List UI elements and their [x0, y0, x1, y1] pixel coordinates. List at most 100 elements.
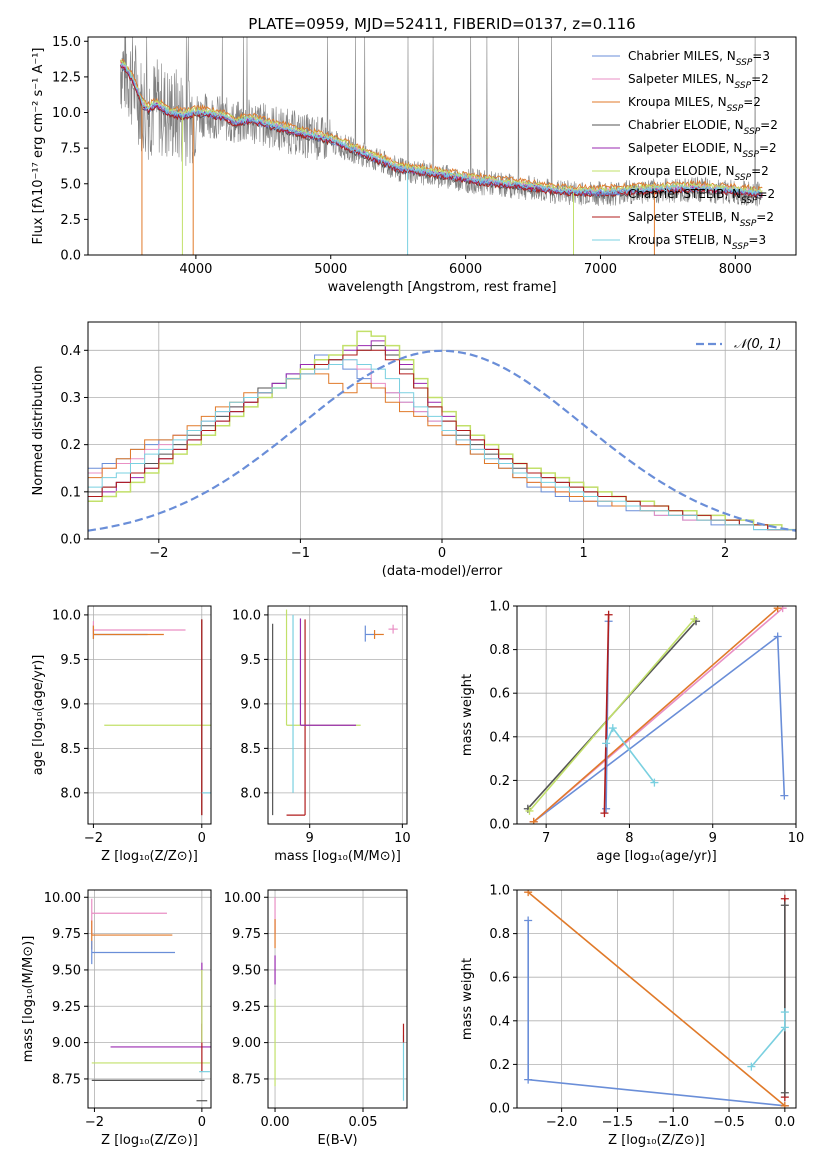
errorbar-point-6	[373, 630, 384, 639]
plus-marker	[602, 739, 611, 748]
x-tick-label: 0	[438, 546, 446, 561]
errorbar-point-7	[388, 624, 398, 634]
plus-marker	[600, 809, 609, 818]
errorbar-point-1	[92, 621, 186, 635]
x-axis-label: (data-model)/error	[382, 564, 503, 579]
plus-marker	[602, 804, 611, 813]
x-tick-label: 8000	[719, 262, 752, 277]
y-tick-label: 0.8	[489, 643, 510, 658]
y-tick-label: 0.2	[60, 438, 81, 453]
plus-marker	[650, 778, 659, 787]
y-tick-label: 0.0	[60, 249, 81, 264]
y-tick-label: 0.4	[60, 344, 81, 359]
axes-frame	[87, 889, 212, 1109]
weight-line-2	[533, 607, 779, 823]
errorbar-point-5	[364, 625, 375, 642]
histogram-6	[88, 349, 796, 531]
y-tick-label: 0.0	[60, 533, 81, 548]
x-tick-label: 0.0	[774, 1115, 795, 1130]
plus-marker	[690, 615, 699, 624]
x-tick-label: 10	[394, 831, 411, 846]
x-tick-label: 0	[198, 831, 206, 846]
panel-z_mass: −2 0 8.75 9.00 9.25 9.50 9.75 10.00 Z [log₁₀(Z/Z…	[21, 889, 212, 1148]
plot-area	[272, 609, 398, 816]
plus-marker	[780, 1088, 789, 1097]
x-tick-label: 7000	[584, 262, 617, 277]
y-tick-label: 10.00	[224, 891, 261, 906]
y-tick-label: 0.8	[489, 927, 510, 942]
plot-area	[524, 890, 789, 1108]
y-tick-label: 9.0	[240, 697, 261, 712]
errorbar-point-2	[91, 940, 176, 965]
panel-z_weight: −2.0 −1.5 −1.0 −0.5 0.0 0.0 0.2 0.4 0.6 0.8 1.0 Z […	[460, 884, 797, 1148]
model-line-8	[120, 62, 763, 196]
legend-label: Kroupa STELIB, NSSP=3	[628, 233, 766, 252]
plus-marker	[780, 791, 789, 800]
y-tick-label: 0.3	[60, 391, 81, 406]
y-tick-label: 9.50	[52, 963, 81, 978]
errorbar-point-2	[92, 625, 164, 639]
plus-marker	[780, 901, 789, 910]
x-tick-label: −0.5	[713, 1115, 745, 1130]
plus-marker	[604, 610, 613, 619]
plot-area	[274, 897, 405, 1101]
y-tick-label: 8.5	[60, 742, 81, 757]
x-tick-label: −1.0	[657, 1115, 689, 1130]
axes-frame	[516, 605, 797, 825]
x-tick-label: 1	[579, 546, 587, 561]
y-tick-label: 2.5	[60, 213, 81, 228]
plus-marker	[780, 1101, 789, 1108]
y-tick-label: 10.0	[232, 608, 261, 623]
y-axis-label: mass weight	[460, 958, 475, 1040]
y-tick-label: 8.5	[240, 742, 261, 757]
y-tick-label: 12.5	[52, 70, 81, 85]
axes-frame	[87, 605, 212, 825]
x-tick-label: 6000	[449, 262, 482, 277]
legend-label: Kroupa ELODIE, NSSP=2	[628, 164, 769, 183]
errorbar-point-4	[299, 618, 357, 726]
plus-marker	[780, 1023, 789, 1032]
y-tick-label: 9.00	[52, 1036, 81, 1051]
weight-line-6	[603, 614, 610, 814]
panel-spectrum: 4000 5000 6000 7000 8000 0.0 2.5 5.0 7.5 10.0 12.5…	[31, 15, 797, 295]
plus-marker	[524, 916, 533, 925]
histogram-7	[88, 359, 796, 531]
y-tick-label: 0.6	[489, 971, 510, 986]
weight-line-1	[527, 891, 786, 1107]
plot-area	[523, 606, 789, 824]
plus-marker	[524, 890, 533, 897]
x-tick-label: 8	[625, 831, 633, 846]
y-axis-label: mass weight	[460, 674, 475, 756]
plot-area	[88, 330, 796, 532]
y-tick-label: 0.0	[489, 818, 510, 833]
axes-frame	[516, 889, 797, 1109]
x-tick-label: 2	[721, 546, 729, 561]
panel-mass_age: 9 10 8.0 8.5 9.0 9.5 10.0 mass [log₁₀(M/M⊙)]	[232, 605, 411, 864]
plot-area	[91, 898, 211, 1102]
y-tick-label: 9.25	[52, 1000, 81, 1015]
y-axis-label: age [log₁₀(age/yr)]	[31, 655, 46, 776]
y-tick-label: 9.75	[232, 927, 261, 942]
plus-marker	[525, 806, 534, 815]
y-tick-label: 8.75	[232, 1072, 261, 1087]
plus-marker	[524, 1075, 533, 1084]
y-tick-label: 7.5	[60, 142, 81, 157]
y-tick-label: 0.6	[489, 687, 510, 702]
weight-line-4	[528, 618, 696, 812]
errorbar-point-1	[285, 609, 361, 726]
chart-title: PLATE=0959, MJD=52411, FIBERID=0137, z=0…	[248, 15, 635, 33]
legend-label: Salpeter MILES, NSSP=2	[628, 72, 769, 91]
y-tick-label: 9.25	[232, 1000, 261, 1015]
x-axis-label: Z [log₁₀(Z/Z⊙)]	[608, 1133, 705, 1148]
y-tick-label: 8.0	[240, 786, 261, 801]
weight-line-4	[750, 1012, 786, 1068]
legend-label: Salpeter ELODIE, NSSP=2	[628, 141, 777, 160]
y-tick-label: 10.0	[52, 106, 81, 121]
x-tick-label: −2.0	[546, 1115, 578, 1130]
x-tick-label: −1.5	[602, 1115, 634, 1130]
axes-frame	[87, 36, 797, 256]
axes-frame	[267, 605, 408, 825]
y-tick-label: 9.5	[60, 653, 81, 668]
y-tick-label: 9.0	[60, 697, 81, 712]
